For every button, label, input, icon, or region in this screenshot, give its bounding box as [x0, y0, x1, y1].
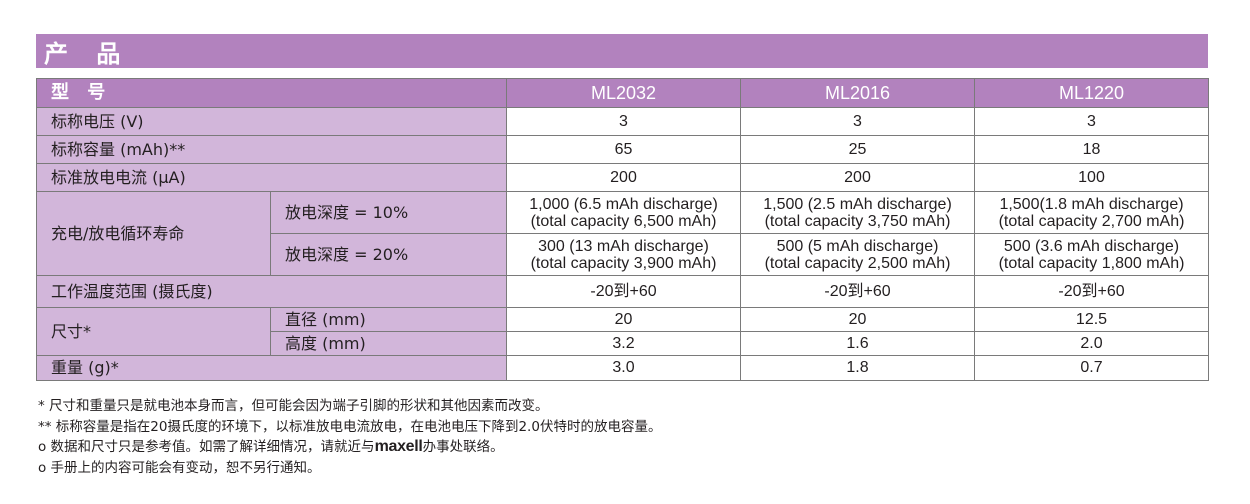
- footnotes: * 尺寸和重量只是就电池本身而言，但可能会因为端子引脚的形状和其他因素而改变。 …: [38, 396, 661, 478]
- table-cell: 200: [740, 163, 975, 192]
- sub-row-label: 直径 (mm): [270, 307, 507, 332]
- cell-line: 1,500(1.8 mAh discharge): [999, 195, 1184, 213]
- cell-line: 300 (13 mAh discharge): [538, 237, 709, 255]
- table-cell: 200: [506, 163, 741, 192]
- table-cell: 3.2: [506, 331, 741, 356]
- cell-line: (total capacity 3,900 mAh): [530, 254, 717, 272]
- row-label: 工作温度范围 (摄氏度): [36, 275, 507, 308]
- cell-line: 500 (3.6 mAh discharge): [1003, 237, 1180, 255]
- table-cell: 1.8: [740, 355, 975, 381]
- cell-line: (total capacity 3,750 mAh): [764, 212, 951, 230]
- table-row-cycle-life-dod10: 充电/放电循环寿命 放电深度 = 10% 1,000 (6.5 mAh disc…: [36, 191, 1209, 276]
- header-model-label: 型 号: [36, 78, 507, 108]
- table-header-row: 型 号 ML2032 ML2016 ML1220: [36, 78, 1209, 108]
- table-cell: 1.6: [740, 331, 975, 356]
- sub-row-label: 放电深度 = 20%: [270, 233, 507, 276]
- table-cell: 3.0: [506, 355, 741, 381]
- cell-line: 1,500 (2.5 mAh discharge): [763, 195, 952, 213]
- footnote-dimensions-weight: * 尺寸和重量只是就电池本身而言，但可能会因为端子引脚的形状和其他因素而改变。: [38, 398, 549, 414]
- table-cell: 3: [740, 107, 975, 136]
- row-label: 重量 (g)*: [36, 355, 507, 381]
- table-cell: 2.0: [974, 331, 1209, 356]
- row-label-cycle-life: 充电/放电循环寿命: [36, 191, 271, 276]
- row-label: 标称电压 (V): [36, 107, 507, 136]
- table-row-nominal-voltage: 标称电压 (V) 3 3 3: [36, 107, 1209, 136]
- table-cell: -20到+60: [506, 275, 741, 308]
- sub-row-label: 高度 (mm): [270, 331, 507, 356]
- section-title: 产 品: [44, 39, 131, 68]
- column-header-ml2032: ML2032: [506, 78, 741, 108]
- cell-line: (total capacity 2,500 mAh): [764, 254, 951, 272]
- section-header-bar: 产 品: [36, 34, 1208, 68]
- cell-line: (total capacity 6,500 mAh): [530, 212, 717, 230]
- row-label: 标称容量 (mAh)**: [36, 135, 507, 164]
- table-row-height: 高度 (mm) 3.2 1.6 2.0: [37, 331, 1209, 356]
- table-cell: -20到+60: [740, 275, 975, 308]
- row-label: 标准放电电流 (μA): [36, 163, 507, 192]
- table-row-temperature-range: 工作温度范围 (摄氏度) -20到+60 -20到+60 -20到+60: [36, 275, 1209, 308]
- cell-line: 500 (5 mAh discharge): [776, 237, 939, 255]
- table-cell: 65: [506, 135, 741, 164]
- table-cell: 0.7: [974, 355, 1209, 381]
- cell-line: 1,000 (6.5 mAh discharge): [529, 195, 718, 213]
- table-cell: 300 (13 mAh discharge) (total capacity 3…: [506, 233, 741, 276]
- table-cell: 500 (3.6 mAh discharge) (total capacity …: [974, 233, 1209, 276]
- table-cell: 12.5: [974, 307, 1209, 332]
- column-header-ml2016: ML2016: [740, 78, 975, 108]
- table-cell: 500 (5 mAh discharge) (total capacity 2,…: [740, 233, 975, 276]
- table-row-weight: 重量 (g)* 3.0 1.8 0.7: [36, 355, 1209, 381]
- table-row-nominal-capacity: 标称容量 (mAh)** 65 25 18: [36, 135, 1209, 164]
- footnote-text: 办事处联络。: [422, 439, 504, 455]
- table-cell: 18: [974, 135, 1209, 164]
- table-row-standard-current: 标准放电电流 (μA) 200 200 100: [36, 163, 1209, 192]
- spec-table: 型 号 ML2032 ML2016 ML1220 标称电压 (V) 3 3 3 …: [36, 78, 1209, 381]
- footnote-subject-to-change: o 手册上的内容可能会有变动，恕不另行通知。: [38, 459, 321, 476]
- cell-line: (total capacity 2,700 mAh): [998, 212, 1185, 230]
- table-row-cycle-life-dod20: 放电深度 = 20% 300 (13 mAh discharge) (total…: [37, 233, 1209, 276]
- column-header-ml1220: ML1220: [974, 78, 1209, 108]
- table-cell: 20: [506, 307, 741, 332]
- table-cell: 25: [740, 135, 975, 164]
- footnote-reference-values: o 数据和尺寸只是参考值。如需了解详细情况，请就近与maxell办事处联络。: [38, 437, 661, 458]
- maxell-logo-text: maxell: [374, 438, 423, 455]
- sub-row-label: 放电深度 = 10%: [270, 191, 507, 234]
- footnote-nominal-capacity: ** 标称容量是指在20摄氏度的环境下，以标准放电电流放电，在电池电压下降到2.…: [38, 418, 662, 435]
- row-label-dimensions: 尺寸*: [36, 307, 271, 356]
- table-cell: 1,500 (2.5 mAh discharge) (total capacit…: [740, 191, 975, 234]
- table-cell: 3: [506, 107, 741, 136]
- table-cell: -20到+60: [974, 275, 1209, 308]
- footnote-text: o 数据和尺寸只是参考值。如需了解详细情况，请就近与: [38, 439, 375, 455]
- table-row-diameter: 尺寸* 直径 (mm) 20 20 12.5: [36, 307, 1209, 356]
- cell-line: (total capacity 1,800 mAh): [998, 254, 1185, 272]
- table-cell: 1,500(1.8 mAh discharge) (total capacity…: [974, 191, 1209, 234]
- table-cell: 1,000 (6.5 mAh discharge) (total capacit…: [506, 191, 741, 234]
- table-cell: 20: [740, 307, 975, 332]
- table-cell: 100: [974, 163, 1209, 192]
- table-cell: 3: [974, 107, 1209, 136]
